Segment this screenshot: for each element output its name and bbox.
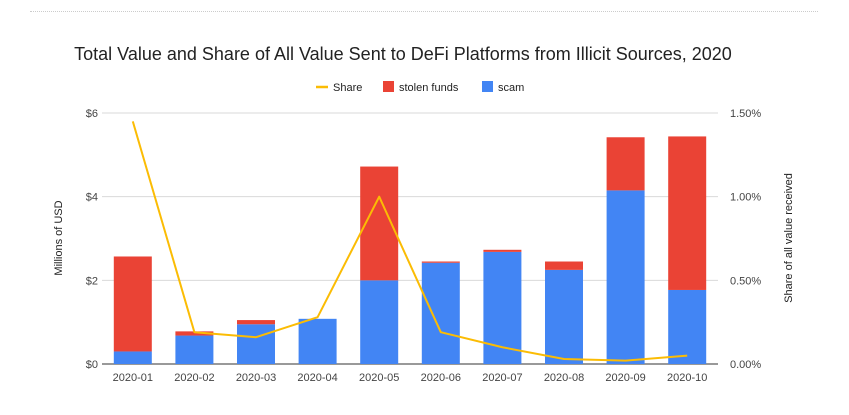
y-tick-label: $2 <box>86 275 98 287</box>
legend-stolen-swatch <box>383 81 394 92</box>
top-divider <box>30 11 818 12</box>
x-tick-label: 2020-07 <box>482 372 522 384</box>
x-tick-label: 2020-03 <box>236 372 276 384</box>
y2-axis-title: Share of all value received <box>783 173 795 303</box>
x-tick-label: 2020-04 <box>297 372 337 384</box>
bar-stolen-funds <box>421 261 460 263</box>
y2-tick-label: 1.50% <box>730 108 761 120</box>
x-tick-label: 2020-08 <box>544 372 584 384</box>
x-tick-label: 2020-10 <box>667 372 707 384</box>
legend-scam-swatch <box>482 81 493 92</box>
y2-tick-label: 0.50% <box>730 275 761 287</box>
bar-scam <box>175 335 214 364</box>
bar-scam <box>668 289 707 364</box>
bar-scam <box>113 351 152 364</box>
legend-scam-label: scam <box>498 82 524 94</box>
bar-scam <box>483 251 522 364</box>
y-tick-label: $0 <box>86 359 98 371</box>
bar-scam <box>298 318 337 364</box>
legend-share-label: Share <box>333 82 362 94</box>
bar-stolen-funds <box>113 256 152 352</box>
bar-stolen-funds <box>237 320 275 325</box>
x-tick-label: 2020-01 <box>113 372 153 384</box>
y2-tick-label: 1.00% <box>730 192 761 204</box>
legend-stolen-label: stolen funds <box>399 82 459 94</box>
chart-title: Total Value and Share of All Value Sent … <box>74 44 732 64</box>
x-axis: 2020-01 2020-02 2020-03 2020-04 2020-05 2020-… <box>113 372 708 384</box>
bar-scam <box>360 280 399 364</box>
bar-scam <box>421 262 460 364</box>
x-tick-label: 2020-05 <box>359 372 399 384</box>
y-tick-label: $4 <box>86 192 98 204</box>
legend: Share stolen funds scam <box>316 81 524 94</box>
bar-stolen-funds <box>668 136 707 290</box>
y-axis: $0 $2 $4 $6 <box>86 108 98 371</box>
bar-stolen-funds <box>175 331 214 336</box>
bar-stolen-funds <box>483 249 522 252</box>
bars <box>113 136 707 364</box>
x-tick-label: 2020-09 <box>605 372 645 384</box>
share-line-path <box>131 121 688 362</box>
bar-stolen-funds <box>545 261 583 270</box>
y2-tick-label: 0.00% <box>730 359 761 371</box>
x-tick-label: 2020-02 <box>174 372 214 384</box>
y-axis-title: Millions of USD <box>53 200 65 275</box>
bar-scam <box>545 269 583 364</box>
y-tick-label: $6 <box>86 108 98 120</box>
bar-scam <box>606 190 645 364</box>
bar-stolen-funds <box>606 137 645 191</box>
x-tick-label: 2020-06 <box>421 372 461 384</box>
y2-axis: 0.00% 0.50% 1.00% 1.50% <box>730 108 761 371</box>
bar-scam <box>237 324 275 364</box>
share-line <box>131 121 688 362</box>
